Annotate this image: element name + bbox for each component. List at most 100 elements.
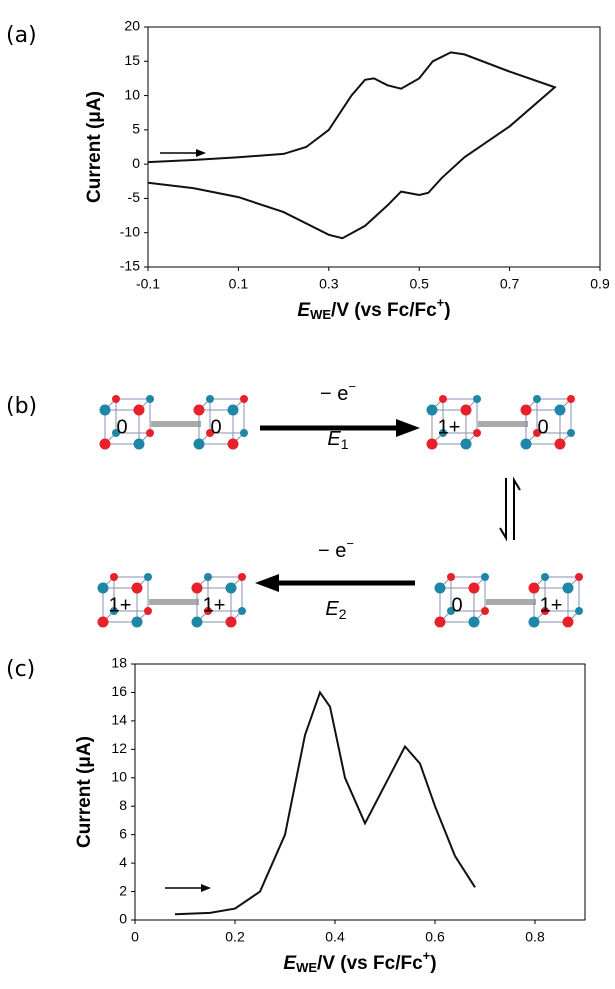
atom bbox=[533, 395, 541, 403]
atom bbox=[144, 573, 152, 581]
data-line bbox=[147, 51, 557, 240]
y-tick-label: 15 bbox=[124, 52, 140, 68]
cube-charge: 1+ bbox=[203, 594, 226, 616]
atom bbox=[567, 429, 575, 437]
panel-label: (a) bbox=[6, 23, 37, 48]
cube-charge: 1+ bbox=[540, 594, 563, 616]
atom bbox=[520, 438, 532, 450]
scheme: 0 0 1+ 00 1+1+ 1+− e−E1− e−E2 bbox=[97, 379, 583, 628]
atom bbox=[460, 404, 472, 416]
atom bbox=[473, 395, 481, 403]
atom bbox=[227, 404, 239, 416]
cube-charge: 0 bbox=[116, 416, 127, 438]
x-tick-label: 0.6 bbox=[425, 929, 445, 945]
arrow-label-sup: − bbox=[348, 379, 356, 394]
atom bbox=[227, 438, 239, 450]
atom bbox=[562, 582, 574, 594]
cube-front bbox=[431, 409, 467, 445]
y-tick-label: 20 bbox=[124, 18, 140, 34]
potential-index: 1 bbox=[341, 436, 349, 452]
x-tick-label: 0.9 bbox=[590, 276, 610, 292]
atom bbox=[133, 438, 145, 450]
atom bbox=[447, 607, 455, 615]
y-axis-title: Current (μA) bbox=[84, 91, 105, 203]
cube-back bbox=[113, 576, 149, 612]
cube-charge: 1+ bbox=[109, 594, 132, 616]
atom bbox=[131, 616, 143, 628]
atom bbox=[110, 607, 118, 615]
arrow-label: − e− bbox=[318, 536, 354, 562]
atom bbox=[146, 429, 154, 437]
scan-arrow-head bbox=[201, 884, 211, 892]
cube-back bbox=[536, 398, 572, 434]
atom bbox=[554, 404, 566, 416]
y-tick-label: 16 bbox=[111, 683, 127, 699]
atom bbox=[541, 573, 549, 581]
atom bbox=[528, 582, 540, 594]
axis-title-sub: WE bbox=[296, 960, 317, 975]
cube-charge: 0 bbox=[451, 594, 462, 616]
atom bbox=[528, 616, 540, 628]
cube-front bbox=[525, 409, 561, 445]
atom bbox=[426, 438, 438, 450]
plot-frame bbox=[134, 663, 586, 921]
axis-title-symbol: E bbox=[297, 300, 311, 321]
cube-front bbox=[439, 587, 475, 623]
atom bbox=[144, 607, 152, 615]
atom bbox=[554, 438, 566, 450]
cube-back bbox=[115, 398, 151, 434]
atom bbox=[238, 573, 246, 581]
atom bbox=[191, 616, 203, 628]
y-tick-label: 6 bbox=[119, 825, 127, 841]
potential-symbol: E bbox=[325, 598, 339, 620]
axis-title-text: /V (vs Fc/Fc bbox=[317, 953, 423, 974]
cube-back bbox=[450, 576, 486, 612]
atom bbox=[481, 607, 489, 615]
y-tick-label: 4 bbox=[119, 854, 127, 870]
atom bbox=[468, 616, 480, 628]
plot-frame bbox=[147, 26, 601, 268]
x-tick-label: 0.4 bbox=[325, 929, 345, 945]
potential-index: 2 bbox=[339, 606, 347, 622]
cube-front bbox=[104, 409, 140, 445]
atom bbox=[434, 582, 446, 594]
atom bbox=[238, 607, 246, 615]
atom bbox=[97, 582, 109, 594]
x-axis-title: EWE/V (vs Fc/Fc+) bbox=[297, 295, 450, 322]
atom bbox=[240, 395, 248, 403]
axis-title-text: ) bbox=[444, 300, 450, 321]
y-tick-label: 0 bbox=[132, 155, 140, 171]
atom bbox=[112, 429, 120, 437]
y-tick-label: 2 bbox=[119, 882, 127, 898]
atom bbox=[206, 395, 214, 403]
atom bbox=[191, 582, 203, 594]
cube-front bbox=[102, 587, 138, 623]
atom bbox=[146, 395, 154, 403]
y-tick-label: 5 bbox=[132, 121, 140, 137]
atom bbox=[240, 429, 248, 437]
atom bbox=[562, 616, 574, 628]
y-tick-label: 18 bbox=[111, 655, 127, 671]
axis-title-text: ) bbox=[430, 953, 436, 974]
arrow-label: − e− bbox=[320, 379, 356, 405]
atom bbox=[439, 395, 447, 403]
x-tick-label: 0.5 bbox=[409, 276, 429, 292]
x-tick-label: -0.1 bbox=[136, 276, 160, 292]
atom bbox=[133, 404, 145, 416]
axis-title-sup: + bbox=[423, 948, 431, 963]
atom bbox=[204, 607, 212, 615]
cube-front bbox=[198, 409, 234, 445]
y-tick-label: 10 bbox=[111, 768, 127, 784]
axis-title-text: /V (vs Fc/Fc bbox=[331, 300, 437, 321]
atom bbox=[204, 573, 212, 581]
atom bbox=[533, 429, 541, 437]
y-axis-title: Current (μA) bbox=[74, 736, 95, 848]
data-line bbox=[174, 690, 476, 916]
atom bbox=[520, 404, 532, 416]
atom bbox=[206, 429, 214, 437]
axis-title-symbol: E bbox=[283, 953, 297, 974]
atom bbox=[131, 582, 143, 594]
cube-charge: 1+ bbox=[438, 416, 461, 438]
y-tick-label: 12 bbox=[111, 740, 127, 756]
